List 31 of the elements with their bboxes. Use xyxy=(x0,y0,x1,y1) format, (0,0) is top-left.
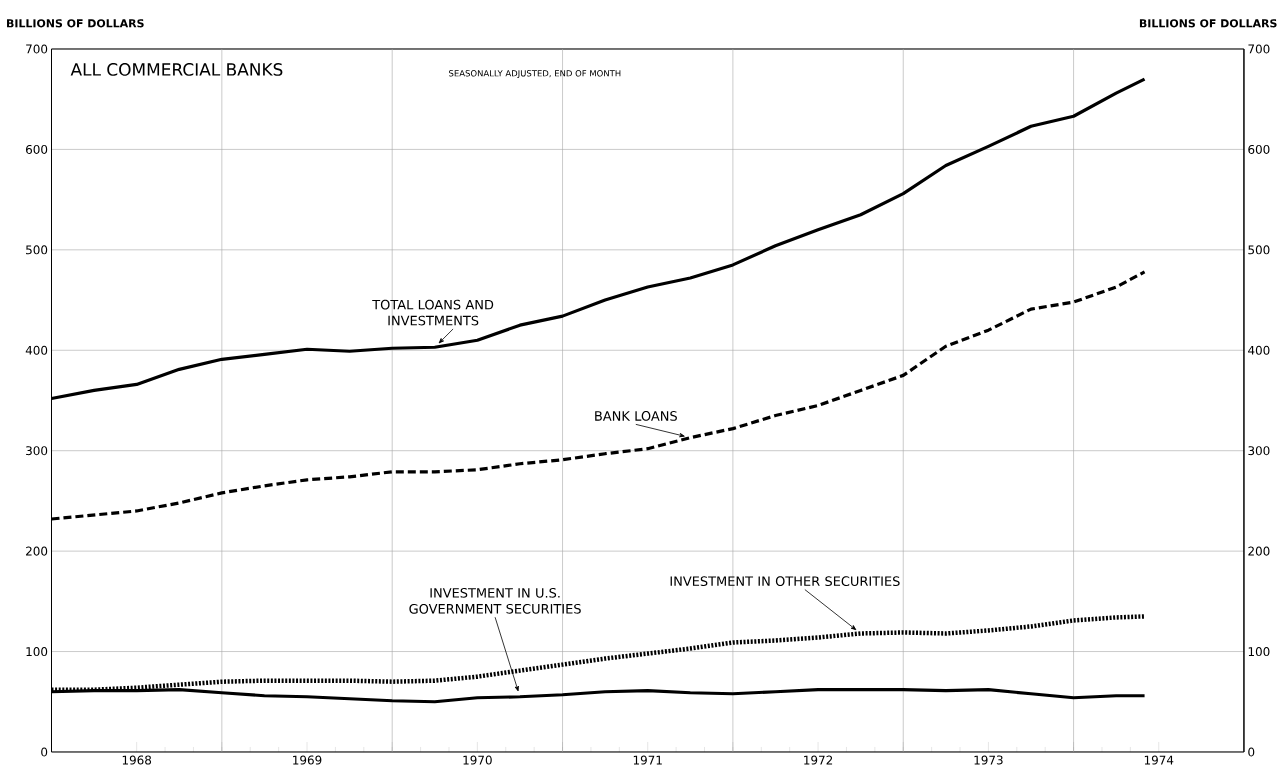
series-label: TOTAL LOANS AND INVESTMENTS xyxy=(372,299,494,326)
y-tick-label: 100 xyxy=(26,647,48,657)
y-tick-label: 0 xyxy=(41,747,48,757)
x-tick-label: 1970 xyxy=(463,755,492,765)
x-tick-label: 1973 xyxy=(974,755,1003,765)
y-tick-label: 400 xyxy=(25,345,48,355)
x-tick-label: 1971 xyxy=(633,755,662,765)
y-tick-label: 500 xyxy=(26,245,48,255)
y2-tick-label: 500 xyxy=(1248,245,1270,255)
text: SEASONALLY ADJUSTED, END OF MONTH xyxy=(449,70,621,79)
x-tick-label: 1974 xyxy=(1144,755,1174,765)
y-tick-label: 700 xyxy=(26,44,48,54)
y2-tick-label: 200 xyxy=(1248,546,1270,556)
y2-tick-label: 700 xyxy=(1248,44,1270,54)
y-tick-label: 300 xyxy=(26,446,48,456)
y-tick-label: 600 xyxy=(26,144,48,154)
y-axis-title: BILLIONS OF DOLLARS xyxy=(7,19,144,28)
series-label: BANK LOANS xyxy=(595,411,677,421)
text: INVESTMENT IN U.S. GOVERNMENT SECURITIES xyxy=(409,587,581,614)
y2-tick-label: 300 xyxy=(1248,446,1270,456)
y-tick-label: 200 xyxy=(26,546,48,556)
y2-tick-label: 0 xyxy=(1248,747,1255,757)
text: INVESTMENT IN OTHER SECURITIES xyxy=(670,576,900,587)
x-tick-label: 1972 xyxy=(804,755,833,765)
y2-axis-title: BILLIONS OF DOLLARS xyxy=(1139,19,1277,28)
x-tick-label: 1968 xyxy=(122,755,152,765)
y2-tick-label: 400 xyxy=(1248,345,1270,355)
y2-tick-label: 600 xyxy=(1248,144,1270,154)
x-tick-label: 1969 xyxy=(293,755,322,765)
y2-tick-label: 100 xyxy=(1248,647,1270,657)
text: ALL COMMERCIAL BANKS xyxy=(70,63,283,76)
